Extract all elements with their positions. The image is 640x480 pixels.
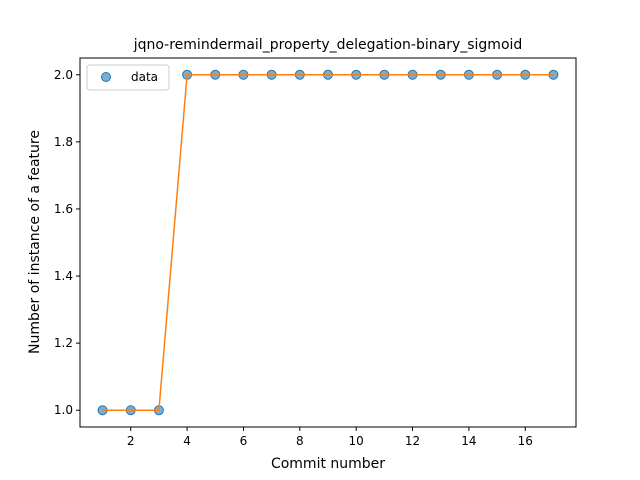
y-axis: 1.0 1.2 1.4 1.6 1.8 2.0: [54, 68, 80, 417]
x-tick-label: 8: [296, 434, 304, 448]
y-tick-label: 1.0: [54, 403, 73, 417]
plot-area: [97, 69, 559, 416]
x-tick-label: 12: [405, 434, 420, 448]
chart-title: jqno-remindermail_property_delegation-bi…: [133, 37, 523, 53]
x-tick-label: 16: [518, 434, 533, 448]
legend-box: [86, 64, 170, 91]
x-tick-label: 14: [461, 434, 476, 448]
x-axis-label: Commit number: [271, 456, 385, 472]
x-axis: 2 4 6 8 10 12 14 16: [127, 427, 533, 448]
x-tick-label: 10: [349, 434, 364, 448]
y-tick-label: 1.2: [54, 336, 73, 350]
series-line: [102, 74, 554, 411]
legend-label: data: [131, 70, 158, 84]
legend: data: [86, 64, 170, 91]
y-tick-label: 2.0: [54, 68, 73, 82]
axes-frame: [79, 57, 577, 428]
legend-marker: [101, 72, 111, 82]
x-tick-label: 4: [183, 434, 191, 448]
x-tick-label: 6: [240, 434, 248, 448]
y-tick-label: 1.8: [54, 135, 73, 149]
y-tick-label: 1.6: [54, 202, 73, 216]
y-axis-label: Number of instance of a feature: [27, 130, 43, 354]
x-tick-label: 2: [127, 434, 135, 448]
y-tick-label: 1.4: [54, 269, 73, 283]
